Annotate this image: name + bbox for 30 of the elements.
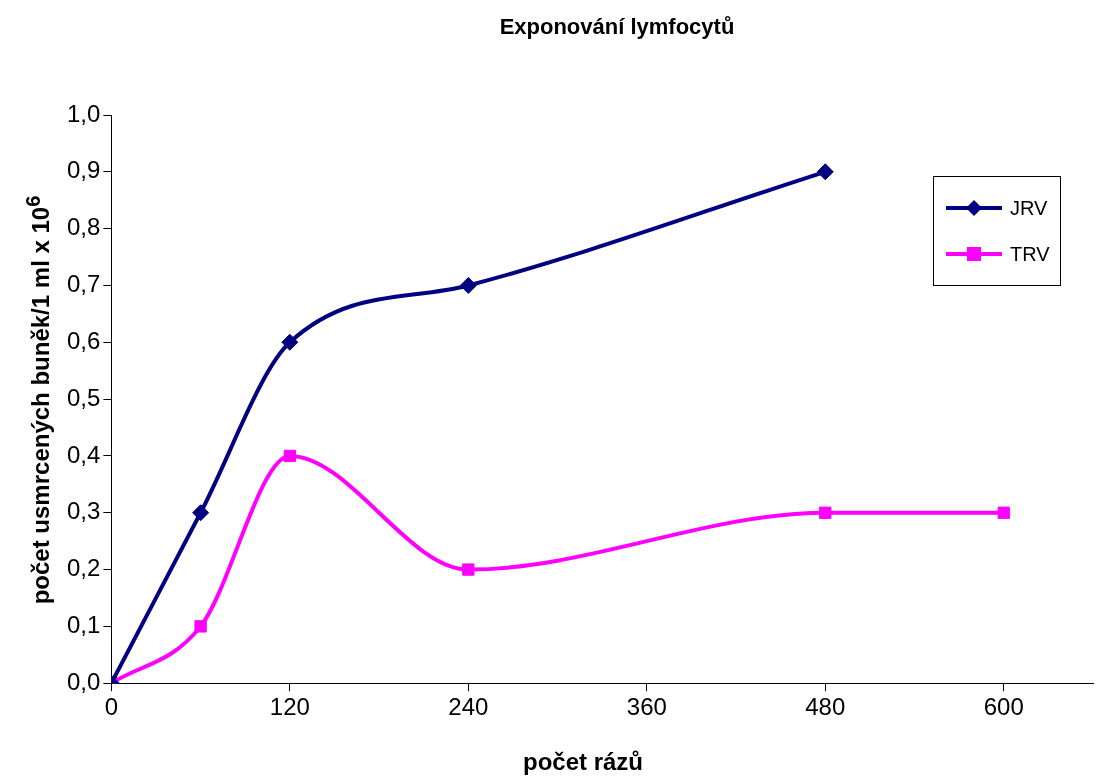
- y-tick-label: 0,5: [66, 383, 101, 411]
- y-tick-label: 0,3: [66, 497, 101, 525]
- point: [816, 163, 834, 181]
- y-tick-label: 0,8: [66, 213, 101, 241]
- x-tick-label: 0: [104, 693, 119, 721]
- y-tick-label: 0,0: [66, 667, 101, 695]
- y-tick-label: 0,6: [66, 326, 101, 354]
- point: [997, 506, 1010, 519]
- point: [283, 449, 296, 463]
- legend-label: JRV: [1010, 196, 1048, 220]
- x-tick-label: 480: [805, 693, 846, 721]
- y-tick-label: 0,2: [66, 554, 101, 582]
- x-tick-label: 120: [269, 693, 310, 721]
- point: [192, 504, 210, 522]
- x-tick-label: 360: [626, 693, 667, 721]
- legend-label: TRV: [1010, 242, 1050, 266]
- chart-title: Exponování lymfocytů: [498, 14, 736, 40]
- x-tick-label: 240: [448, 693, 489, 721]
- y-tick-label: 0,7: [66, 270, 101, 298]
- point: [281, 333, 299, 351]
- x-axis-title: počet rázů: [522, 748, 644, 776]
- y-tick-label: 0,9: [66, 156, 101, 184]
- y-tick-label: 0,4: [66, 440, 101, 468]
- point: [459, 276, 477, 294]
- x-tick-label: 600: [983, 693, 1024, 721]
- y-tick-label: 1,0: [66, 99, 101, 127]
- point: [194, 620, 207, 633]
- point: [819, 506, 832, 519]
- point: [462, 563, 475, 576]
- y-tick-label: 0,1: [66, 611, 101, 639]
